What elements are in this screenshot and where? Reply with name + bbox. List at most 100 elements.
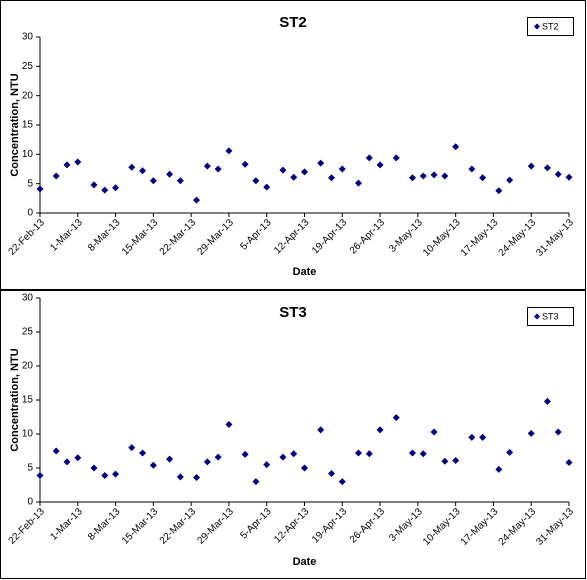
data-point bbox=[430, 428, 438, 436]
data-point bbox=[408, 174, 416, 182]
data-point bbox=[225, 147, 233, 155]
data-point bbox=[354, 449, 362, 457]
data-point bbox=[225, 420, 233, 428]
data-point bbox=[441, 457, 449, 465]
data-point bbox=[301, 168, 308, 176]
data-point bbox=[263, 183, 271, 191]
data-point bbox=[290, 173, 298, 181]
data-point bbox=[365, 450, 373, 458]
y-axis-label: Concentration, NTU bbox=[9, 73, 21, 176]
y-tick-label: 5 bbox=[27, 178, 33, 189]
data-point bbox=[241, 160, 249, 168]
data-point bbox=[52, 172, 60, 180]
data-point bbox=[392, 414, 400, 422]
data-point bbox=[506, 448, 514, 456]
data-point bbox=[63, 458, 71, 466]
data-point bbox=[176, 177, 184, 185]
data-point bbox=[112, 184, 120, 192]
data-point bbox=[527, 162, 535, 170]
legend-label: ST2 bbox=[542, 21, 559, 31]
data-point bbox=[36, 185, 44, 193]
x-axis-label: Date bbox=[293, 556, 317, 568]
data-point bbox=[176, 473, 184, 481]
y-tick-label: 15 bbox=[22, 120, 34, 131]
data-point bbox=[317, 426, 325, 434]
data-point bbox=[468, 165, 476, 173]
data-point bbox=[554, 170, 562, 178]
data-point bbox=[338, 478, 346, 486]
y-tick-label: 0 bbox=[27, 497, 33, 508]
legend-box bbox=[527, 17, 574, 36]
data-point bbox=[63, 161, 71, 169]
data-point bbox=[139, 167, 147, 175]
data-point bbox=[74, 158, 82, 166]
data-point bbox=[128, 444, 136, 452]
data-point bbox=[101, 186, 109, 194]
data-point bbox=[279, 166, 287, 174]
data-point bbox=[408, 449, 416, 457]
y-tick-label: 25 bbox=[22, 327, 34, 338]
data-point bbox=[203, 162, 211, 170]
data-point bbox=[338, 165, 346, 173]
y-tick-label: 30 bbox=[22, 32, 34, 43]
data-point bbox=[139, 449, 147, 457]
data-point bbox=[392, 154, 400, 162]
data-point bbox=[479, 174, 487, 182]
data-point bbox=[52, 447, 60, 455]
data-point bbox=[193, 196, 201, 204]
data-point bbox=[112, 470, 120, 478]
data-point bbox=[419, 172, 427, 180]
data-point bbox=[327, 469, 335, 477]
data-point bbox=[452, 143, 460, 151]
data-point bbox=[279, 453, 287, 461]
data-point bbox=[452, 457, 460, 465]
data-point bbox=[214, 165, 222, 173]
y-tick-label: 25 bbox=[22, 61, 34, 72]
data-point bbox=[149, 461, 157, 469]
data-point bbox=[252, 478, 260, 486]
data-point bbox=[376, 426, 384, 434]
y-tick-label: 20 bbox=[22, 90, 34, 101]
data-point bbox=[468, 433, 476, 441]
data-point bbox=[506, 176, 514, 184]
y-tick-label: 30 bbox=[22, 293, 34, 304]
y-tick-label: 10 bbox=[22, 429, 34, 440]
y-tick-label: 15 bbox=[22, 395, 34, 406]
data-point bbox=[495, 465, 503, 473]
data-point bbox=[90, 181, 98, 189]
data-point bbox=[495, 187, 503, 195]
data-point bbox=[419, 450, 427, 458]
data-point bbox=[101, 471, 109, 479]
y-tick-label: 0 bbox=[27, 208, 33, 219]
data-point bbox=[317, 159, 325, 167]
data-point bbox=[376, 161, 384, 169]
panel-frame bbox=[0, 0, 586, 290]
data-point bbox=[166, 170, 174, 178]
data-point bbox=[241, 450, 249, 458]
data-point bbox=[214, 453, 222, 461]
chart-title: ST2 bbox=[279, 14, 307, 31]
data-point bbox=[543, 397, 551, 405]
data-point bbox=[565, 173, 573, 181]
y-tick-label: 10 bbox=[22, 149, 34, 160]
data-point bbox=[36, 471, 44, 479]
data-point bbox=[430, 171, 438, 179]
data-point bbox=[441, 172, 449, 180]
data-point bbox=[193, 474, 201, 482]
data-point bbox=[354, 179, 362, 187]
legend-label: ST3 bbox=[542, 311, 559, 321]
y-axis-label: Concentration, NTU bbox=[9, 348, 21, 451]
chart-title: ST3 bbox=[279, 304, 307, 321]
y-tick-label: 5 bbox=[27, 463, 33, 474]
data-point bbox=[74, 454, 82, 462]
y-tick-label: 20 bbox=[22, 361, 34, 372]
legend-marker bbox=[534, 23, 540, 30]
legend-marker bbox=[534, 313, 540, 320]
data-point bbox=[565, 459, 573, 467]
data-point bbox=[203, 458, 211, 466]
x-axis-label: Date bbox=[293, 266, 317, 278]
data-point bbox=[327, 174, 335, 182]
legend-box bbox=[527, 307, 574, 326]
data-point bbox=[128, 163, 136, 171]
